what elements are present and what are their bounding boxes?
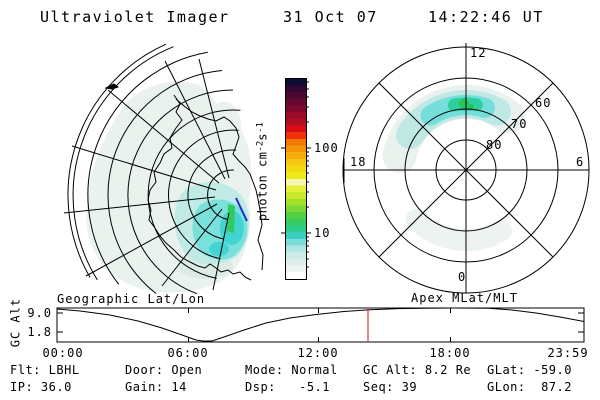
status-door-label: Door: [125,363,164,377]
status-glon-value: 87.2 [541,380,572,394]
status-gcalt: GC Alt: 8.2 Re [363,363,472,377]
status-seq-label: Seq: [363,380,394,394]
xtick-0000: 00:00 [42,346,84,360]
polar-caption: Apex MLat/MLT [411,291,518,305]
colorbar-tick-100: 100 [314,141,339,155]
polar-grid [342,43,590,294]
ytick-1-8: 1.8 [27,325,52,339]
status-gain-label: Gain: [125,380,164,394]
header-date: 31 Oct 07 [283,8,378,26]
status-mode-value: Normal [291,363,338,377]
polar-lat-80-label: 80 [486,138,503,152]
colorbar-axis-label: photon cm-2s-1 [255,107,270,237]
geographic-grid [63,43,241,295]
polar-mlt-0-label: 0 [458,270,467,284]
map-caption: Geographic Lat/Lon [57,292,206,306]
status-gcalt-label: GC Alt: [363,363,418,377]
header-time: 14:22:46 UT [428,8,544,26]
altitude-plot [56,307,585,343]
intensity-colorbar [285,78,307,280]
colorbar-label-exp2: -1 [255,122,266,133]
status-glon-label: GLon: [487,380,526,394]
status-gain: Gain: 14 [125,380,187,394]
status-seq-value: 39 [401,380,418,394]
colorbar-label-prefix: photon cm [255,151,270,222]
colorbar-label-exp1: -2 [255,140,266,152]
colorbar-tick-10: 10 [314,226,331,240]
polar-mlt-12-label: 12 [470,46,487,60]
status-ip-value: 36.0 [40,380,72,394]
polar-mlt-18-label: 18 [350,155,367,169]
status-ip: IP: 36.0 [10,380,72,394]
xtick-0600: 06:00 [167,346,209,360]
status-door-value: Open [171,363,203,377]
status-mode: Mode: Normal [245,363,338,377]
status-glat: GLat: -59.0 [487,363,572,377]
polar-emission [382,84,525,251]
status-mode-label: Mode: [245,363,284,377]
status-glat-value: -59.0 [533,363,572,377]
gc-alt-curve [56,307,585,342]
status-flt-value: LBHL [48,363,80,377]
page-title: Ultraviolet Imager [40,8,230,26]
gc-alt-axis-label: GC Alt [8,297,23,348]
antarctica-coastline [104,83,264,281]
status-gain-value: 14 [171,380,187,394]
colorbar-label-mid: s [255,132,270,141]
xtick-1800: 18:00 [429,346,471,360]
ytick-9: 9.0 [27,306,52,320]
status-glat-label: GLat: [487,363,526,377]
status-dsp-label: Dsp: [245,380,276,394]
xtick-2359: 23:59 [547,346,589,360]
status-dsp-value: -5.1 [299,380,330,394]
status-gcalt-value: 8.2 Re [424,363,472,377]
polar-lat-60-label: 60 [535,96,552,110]
status-ip-label: IP: [10,380,34,394]
status-flt: Flt: LBHL [10,363,80,377]
status-glon: GLon: 87.2 [487,380,572,394]
status-seq: Seq: 39 [363,380,418,394]
spacecraft-track-line [235,197,248,222]
polar-mlt-6-label: 6 [576,155,585,169]
status-flt-label: Flt: [10,363,41,377]
status-dsp: Dsp: -5.1 [245,380,330,394]
polar-lat-70-label: 70 [511,117,528,131]
status-door: Door: Open [125,363,203,377]
xtick-1200: 12:00 [297,346,339,360]
